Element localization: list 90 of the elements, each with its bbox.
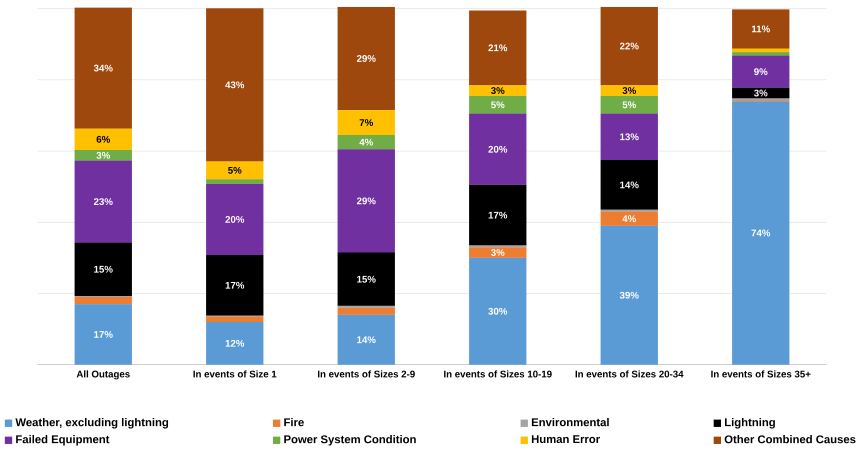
bar xyxy=(338,149,395,252)
x-tick-label: In events of Sizes 10-19 xyxy=(444,370,552,378)
data-label: 20% xyxy=(488,146,508,153)
data-label: 14% xyxy=(357,336,376,344)
bar xyxy=(732,101,790,365)
x-tick-label: In events of Sizes 2-9 xyxy=(318,370,415,378)
bar xyxy=(469,96,526,114)
data-label: 39% xyxy=(620,292,639,299)
bar xyxy=(600,160,658,210)
bar xyxy=(732,52,790,56)
data-label: 3% xyxy=(96,152,110,159)
bar xyxy=(600,6,658,86)
bar xyxy=(469,258,526,365)
bar xyxy=(74,242,132,296)
x-tick-label: In events of Sizes 35+ xyxy=(711,370,810,378)
bar xyxy=(338,252,395,306)
data-label: 5% xyxy=(491,101,504,108)
bar xyxy=(600,114,658,160)
data-label: 30% xyxy=(488,308,508,315)
data-label: 17% xyxy=(226,282,244,289)
data-label: 9% xyxy=(754,68,768,75)
data-label: 43% xyxy=(225,81,244,88)
bar xyxy=(469,184,526,246)
bar xyxy=(74,160,132,242)
bar xyxy=(469,247,526,258)
bar xyxy=(338,314,395,365)
bar xyxy=(338,308,395,315)
bar xyxy=(732,88,790,98)
legend-label: Human Error xyxy=(532,435,600,443)
bar xyxy=(600,211,658,226)
bar xyxy=(206,254,264,316)
data-label: 3% xyxy=(490,248,504,256)
data-label: 3% xyxy=(490,86,504,94)
data-label: 23% xyxy=(94,198,113,205)
bar xyxy=(74,296,132,304)
data-label: 29% xyxy=(356,197,376,204)
legend-label: Weather, excluding lightning xyxy=(15,418,168,428)
bar xyxy=(74,7,132,128)
bar xyxy=(74,304,132,365)
bar xyxy=(600,85,658,96)
bar xyxy=(206,322,264,365)
data-label: 12% xyxy=(226,340,244,347)
data-label: 22% xyxy=(620,42,639,50)
legend-label: Power System Condition xyxy=(284,434,416,446)
bar xyxy=(469,10,526,86)
bar xyxy=(206,161,264,180)
bar xyxy=(469,114,526,185)
data-label: 6% xyxy=(96,136,110,143)
data-label: 11% xyxy=(752,25,770,32)
data-label: 15% xyxy=(94,266,113,273)
data-label: 3% xyxy=(754,89,768,96)
data-label: 29% xyxy=(356,54,376,62)
legend-label: Fire xyxy=(284,418,304,426)
data-label: 34% xyxy=(94,64,113,72)
data-label: 20% xyxy=(225,216,244,223)
bar xyxy=(206,8,264,162)
data-label: 74% xyxy=(751,229,770,236)
bar xyxy=(600,226,658,365)
bar xyxy=(74,128,132,150)
legend-label: Environmental xyxy=(532,418,609,426)
data-label: 7% xyxy=(360,119,373,126)
data-label: 14% xyxy=(620,181,639,188)
data-label: 17% xyxy=(94,330,113,338)
bar xyxy=(469,85,526,96)
bar xyxy=(338,134,395,150)
data-label: 3% xyxy=(622,86,636,94)
x-tick-label: In events of Size 1 xyxy=(193,370,276,378)
bar xyxy=(732,9,790,48)
bar xyxy=(732,48,790,52)
data-label: 4% xyxy=(359,138,373,146)
data-label: 17% xyxy=(488,212,508,218)
data-label: 5% xyxy=(622,101,636,108)
bar xyxy=(338,6,395,110)
data-label: 4% xyxy=(622,215,636,222)
data-label: 15% xyxy=(357,276,376,283)
bar xyxy=(338,110,395,135)
bar xyxy=(732,56,790,88)
bar xyxy=(206,179,264,184)
bar xyxy=(600,96,658,114)
bar xyxy=(74,150,132,161)
legend-label: Lightning xyxy=(725,418,775,428)
data-label: 5% xyxy=(228,166,242,174)
x-tick-label: All Outages xyxy=(76,370,130,380)
legend-label: Other Combined Causes xyxy=(724,434,856,444)
data-label: 21% xyxy=(488,44,508,52)
bar xyxy=(206,316,264,322)
legend-label: Failed Equipment xyxy=(16,434,110,446)
x-tick-label: In events of Sizes 20-34 xyxy=(576,370,684,378)
data-label: 13% xyxy=(620,133,639,140)
bar xyxy=(206,184,264,255)
